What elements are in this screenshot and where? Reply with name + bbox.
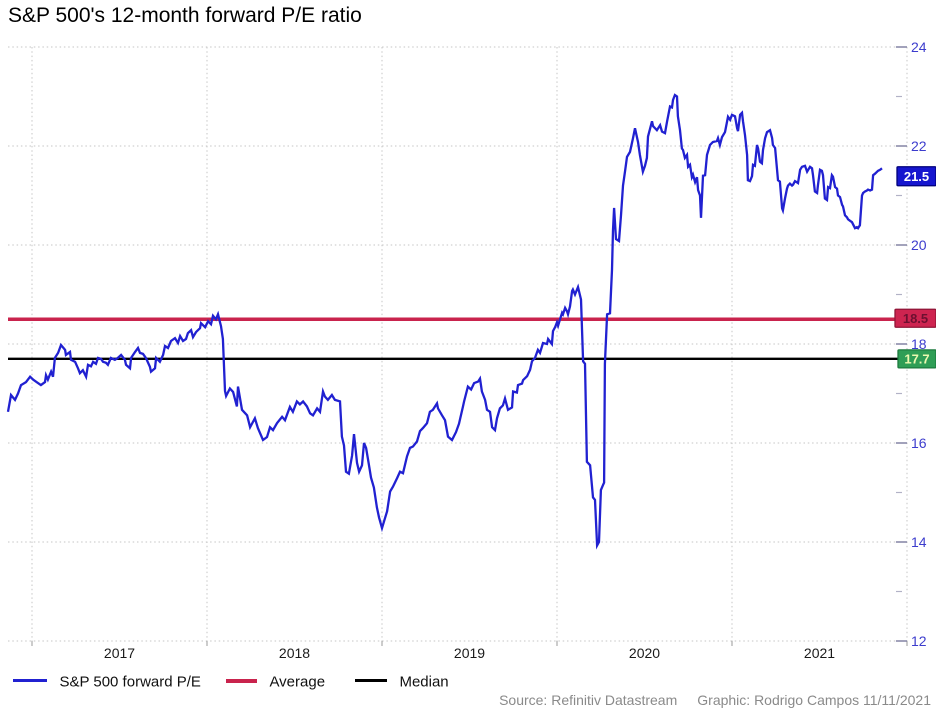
legend-label-median: Median bbox=[399, 673, 449, 691]
last-value-badge-text: 21.5 bbox=[904, 169, 929, 184]
chart-footer: Source: Refinitiv Datastream Graphic: Rod… bbox=[499, 692, 931, 708]
legend-item-series: S&P 500 forward P/E bbox=[13, 673, 201, 693]
y-tick-label: 14 bbox=[911, 534, 927, 550]
x-year-label: 2018 bbox=[279, 645, 310, 661]
x-year-label: 2017 bbox=[104, 645, 135, 661]
series-line-swatch bbox=[13, 679, 47, 683]
source-text: Source: Refinitiv Datastream bbox=[499, 692, 678, 708]
legend-label-average: Average bbox=[269, 673, 326, 691]
median-badge-text: 17.7 bbox=[904, 351, 929, 366]
graphic-credit-text: Graphic: Rodrigo Campos 11/11/2021 bbox=[697, 692, 931, 708]
average-badge bbox=[894, 308, 936, 328]
y-tick-label: 22 bbox=[911, 138, 927, 154]
median-line-swatch bbox=[355, 679, 387, 683]
average-line-swatch bbox=[226, 678, 257, 683]
series-line bbox=[6, 93, 883, 550]
y-tick-label: 24 bbox=[911, 39, 927, 55]
y-tick-label: 12 bbox=[911, 633, 927, 649]
x-year-label: 2019 bbox=[454, 645, 485, 661]
legend-item-average: Average bbox=[226, 673, 325, 693]
legend-item-median: Median bbox=[355, 673, 449, 693]
y-tick-label: 20 bbox=[911, 237, 927, 253]
x-year-label: 2020 bbox=[629, 645, 660, 661]
y-tick-label: 18 bbox=[911, 336, 927, 352]
x-year-label: 2021 bbox=[804, 645, 835, 661]
last-value-badge bbox=[896, 166, 936, 187]
chart-legend: S&P 500 forward P/E Average Median bbox=[0, 673, 936, 693]
y-tick-label: 16 bbox=[911, 435, 927, 451]
average-badge-text: 18.5 bbox=[903, 311, 928, 326]
legend-label-series: S&P 500 forward P/E bbox=[59, 673, 201, 691]
chart-title: S&P 500's 12-month forward P/E ratio bbox=[8, 4, 362, 27]
median-badge bbox=[897, 349, 936, 369]
